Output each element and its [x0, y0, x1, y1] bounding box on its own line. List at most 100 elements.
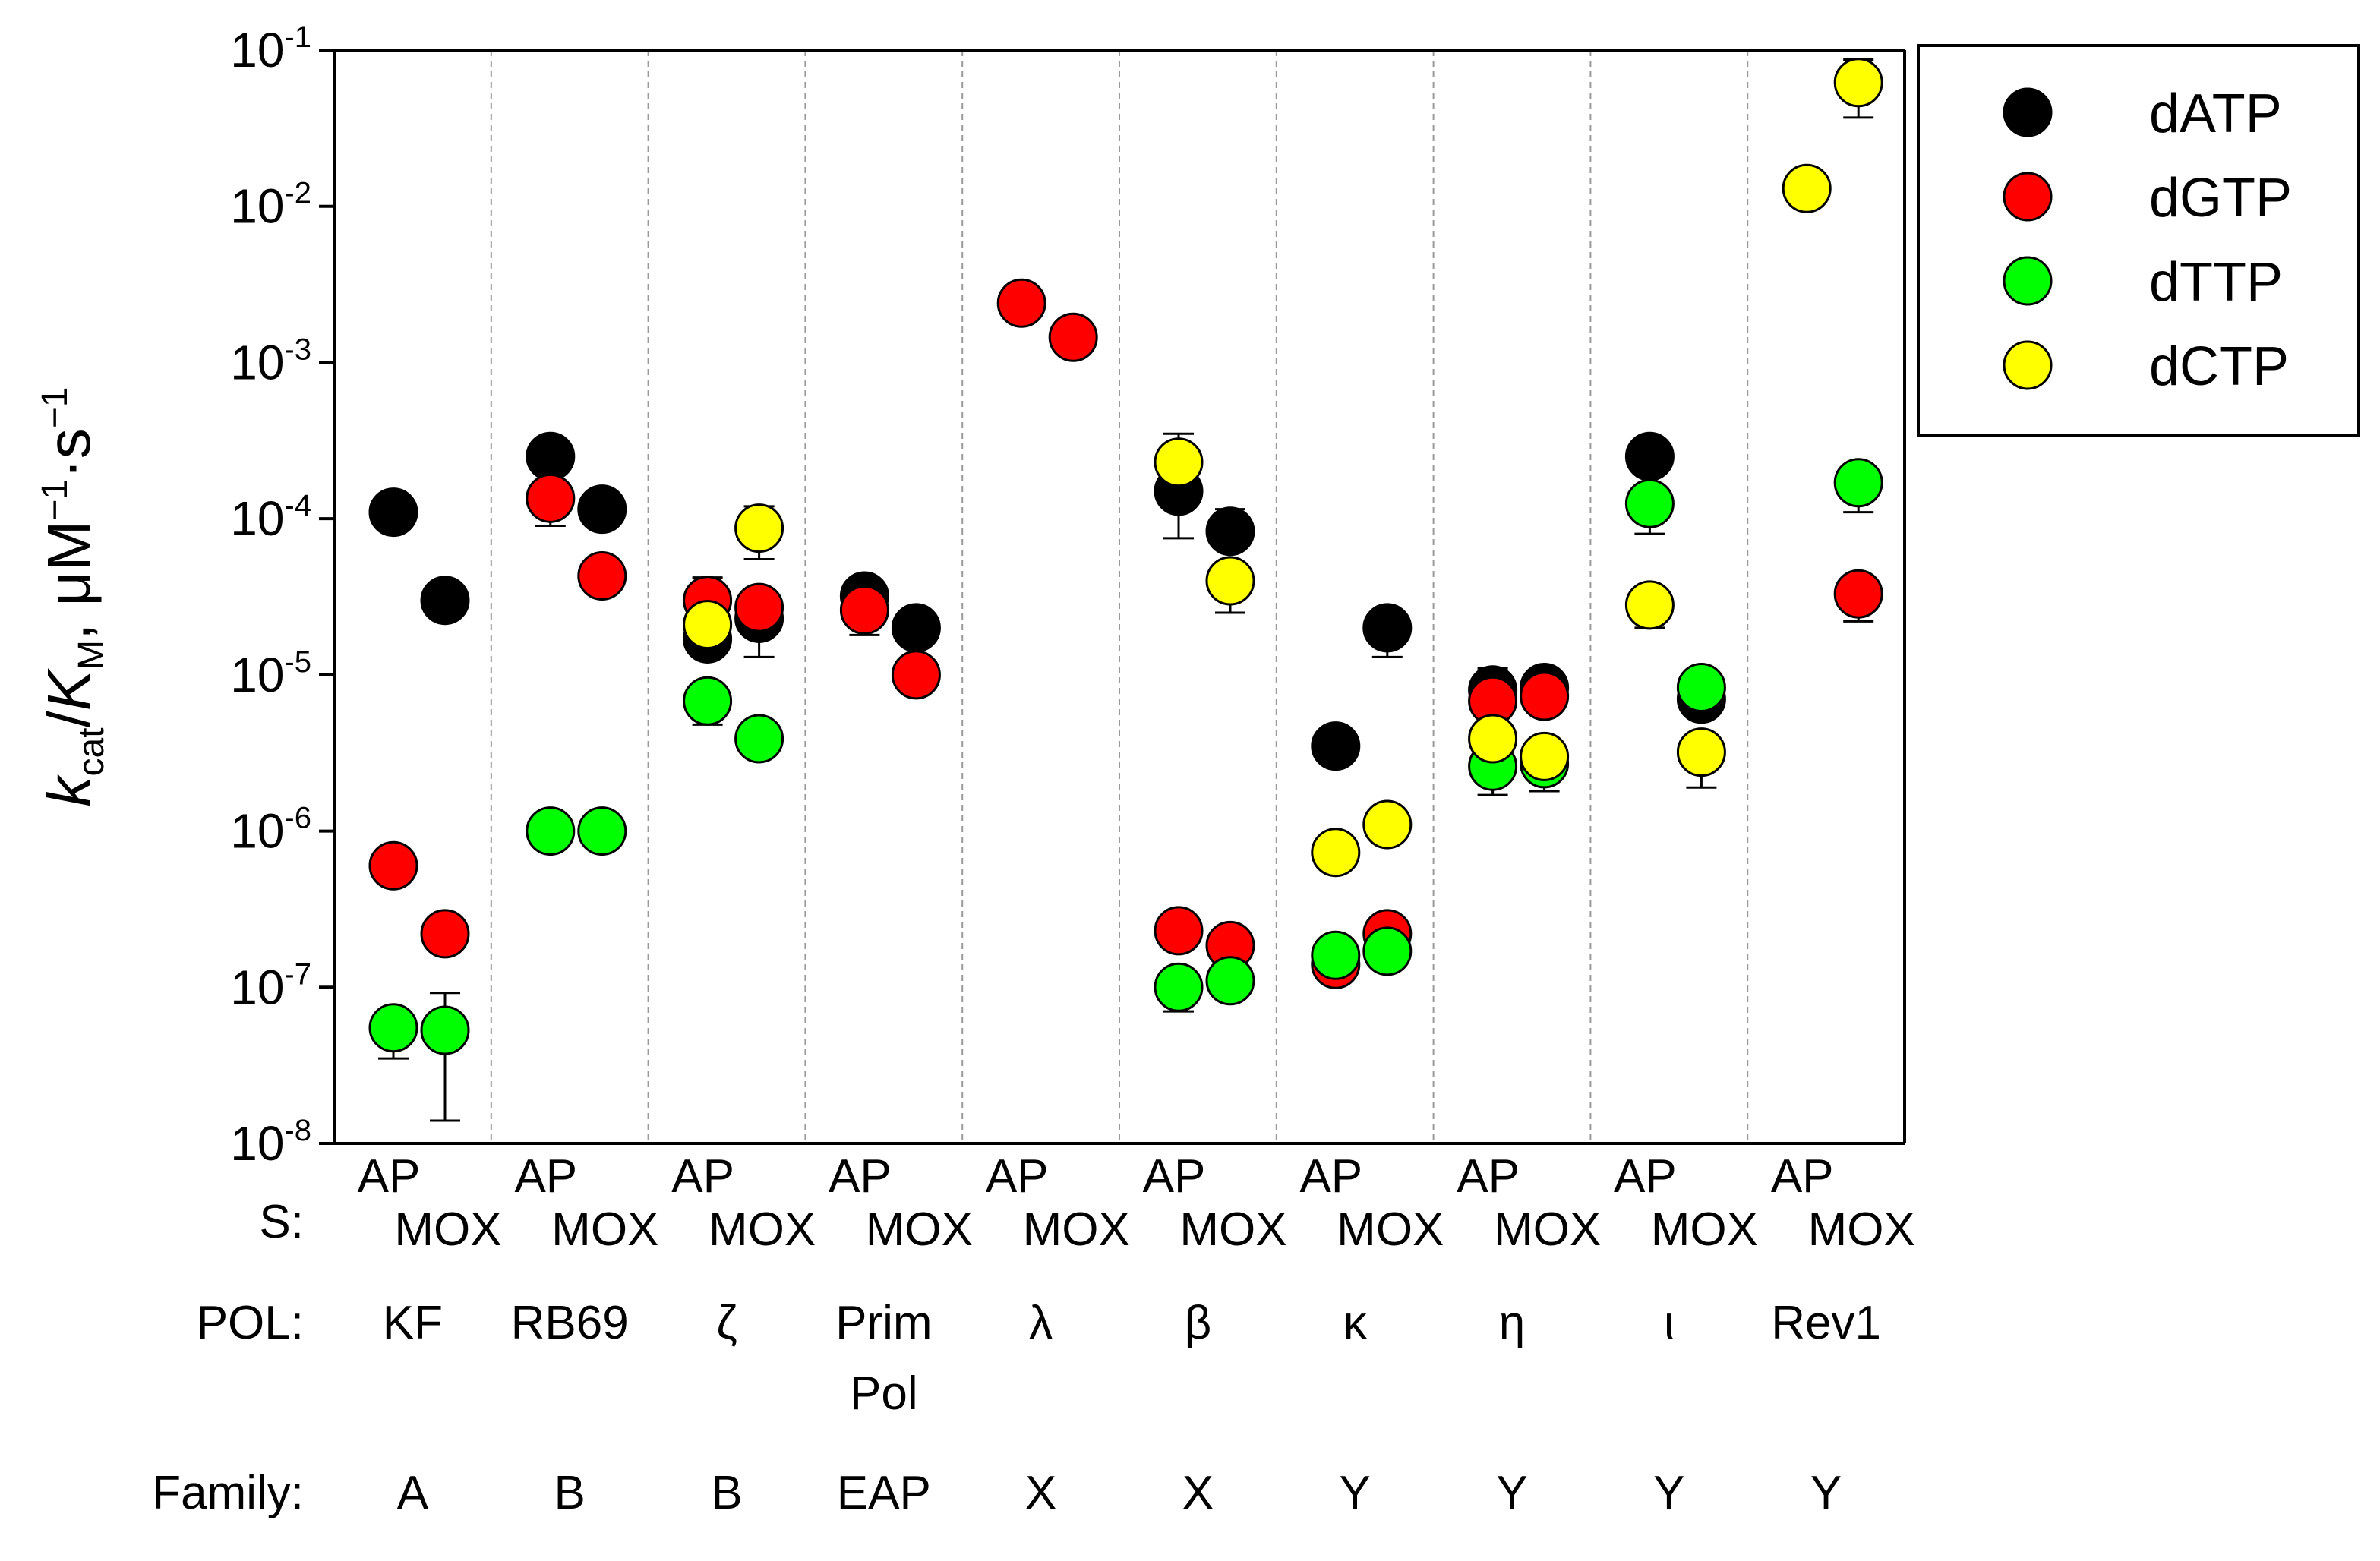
data-point-dGTP-η-MOX [1520, 671, 1570, 721]
row-label-family: Family: [152, 1467, 304, 1519]
legend-label-dTTP: dTTP [2149, 252, 2283, 313]
family-5: X [1182, 1467, 1214, 1519]
data-point-dTTP-KF-AP [368, 1003, 418, 1053]
data-point-dTTP-ι-AP [1624, 478, 1675, 528]
y-tick-exponent: -6 [284, 802, 311, 835]
data-point-dCTP-ι-AP [1624, 580, 1675, 630]
y-tick-base: 10 [230, 23, 284, 77]
y-axis-label: kcat/KM, μM−1·s−1 [35, 387, 112, 807]
y-tick-base: 10 [230, 179, 284, 234]
substrate-ap-1: AP [514, 1150, 577, 1203]
y-tick-base: 10 [230, 648, 284, 702]
y-axis-label-part-7: ·s [35, 428, 103, 479]
y-tick-exponent: -1 [284, 20, 311, 54]
y-tick-label-1: 10-2 [230, 177, 311, 234]
data-point-dGTP-β-AP [1154, 906, 1204, 956]
pol-name-3: Prim [835, 1297, 932, 1349]
y-tick-label-7: 10-8 [230, 1114, 311, 1171]
family-7: Y [1496, 1467, 1527, 1519]
data-point-dCTP-β-MOX [1205, 556, 1255, 606]
y-axis-label-part-4: M [71, 640, 112, 670]
family-0: A [397, 1467, 429, 1519]
data-point-dTTP-β-MOX [1205, 956, 1255, 1006]
y-tick-label-6: 10-7 [230, 957, 311, 1014]
y-axis-label-part-3: K [35, 667, 103, 711]
y-tick-exponent: -2 [284, 177, 311, 210]
data-point-dATP-RB69-AP [526, 431, 576, 481]
y-tick-exponent: -8 [284, 1114, 311, 1147]
family-3: EAP [837, 1467, 931, 1519]
data-point-dATP-Prim-MOX [891, 603, 941, 653]
data-point-dGTP-KF-MOX [420, 909, 470, 959]
pol-name-2: ζ [716, 1297, 737, 1349]
y-axis-label-part-8: −1 [35, 387, 75, 429]
data-point-dTTP-ζ-AP [683, 676, 733, 726]
data-point-dCTP-Rev1-MOX [1833, 58, 1883, 108]
family-9: Y [1810, 1467, 1842, 1519]
row-label-s: S: [259, 1196, 304, 1248]
substrate-ap-2: AP [671, 1150, 734, 1203]
substrate-ap-0: AP [358, 1150, 421, 1203]
substrate-mox-3: MOX [866, 1203, 973, 1256]
legend-marker-dGTP [2003, 172, 2053, 222]
y-axis-label-part-1: cat [71, 727, 112, 776]
y-tick-label-3: 10-4 [230, 489, 311, 546]
y-tick-base: 10 [230, 491, 284, 546]
data-point-dTTP-κ-AP [1311, 930, 1361, 980]
substrate-mox-9: MOX [1808, 1203, 1915, 1256]
y-tick-base: 10 [230, 335, 284, 389]
data-point-dGTP-Prim-AP [839, 585, 889, 635]
data-point-dTTP-RB69-AP [526, 806, 576, 856]
pol-name-7: η [1499, 1297, 1525, 1349]
substrate-ap-4: AP [986, 1150, 1049, 1203]
substrate-ap-7: AP [1457, 1150, 1520, 1203]
data-point-dATP-KF-AP [368, 487, 418, 538]
y-tick-label-5: 10-6 [230, 802, 311, 859]
legend-label-dGTP: dGTP [2149, 168, 2292, 229]
data-point-dTTP-ι-MOX [1676, 663, 1726, 713]
data-point-dCTP-β-AP [1154, 437, 1204, 487]
pol-name-line2-3: Pol [850, 1367, 918, 1420]
family-8: Y [1653, 1467, 1684, 1519]
y-axis-label-part-2: / [35, 710, 103, 727]
data-point-dATP-κ-MOX [1362, 603, 1413, 653]
data-point-dATP-KF-MOX [420, 576, 470, 626]
y-tick-label-0: 10-1 [230, 20, 311, 77]
data-point-dCTP-ι-MOX [1676, 727, 1726, 777]
substrate-ap-6: AP [1299, 1150, 1362, 1203]
substrate-mox-4: MOX [1023, 1203, 1130, 1256]
data-point-dGTP-RB69-MOX [577, 551, 627, 601]
data-point-dGTP-ζ-MOX [734, 582, 784, 632]
data-point-dATP-RB69-MOX [577, 484, 627, 535]
legend-marker-dATP [2003, 87, 2053, 137]
substrate-mox-1: MOX [551, 1203, 658, 1256]
data-point-dGTP-λ-MOX [1048, 312, 1098, 362]
pol-name-1: RB69 [511, 1297, 629, 1349]
family-4: X [1025, 1467, 1056, 1519]
data-point-dTTP-ζ-MOX [734, 714, 784, 764]
y-tick-base: 10 [230, 960, 284, 1014]
y-tick-label-2: 10-3 [230, 333, 311, 389]
data-point-dATP-ι-AP [1624, 431, 1675, 481]
y-tick-exponent: -3 [284, 333, 311, 366]
legend-marker-dCTP [2003, 340, 2053, 390]
y-axis-label-part-6: −1 [35, 479, 75, 521]
pol-name-0: KF [383, 1297, 443, 1349]
pol-name-8: ι [1664, 1297, 1675, 1349]
data-point-dTTP-RB69-MOX [577, 806, 627, 856]
legend-label-dATP: dATP [2149, 84, 2282, 144]
substrate-mox-8: MOX [1651, 1203, 1758, 1256]
substrate-ap-3: AP [829, 1150, 892, 1203]
data-point-dCTP-η-MOX [1520, 731, 1570, 781]
data-point-dTTP-β-AP [1154, 962, 1204, 1012]
y-tick-exponent: -7 [284, 957, 311, 991]
legend-label-dCTP: dCTP [2149, 336, 2289, 397]
y-tick-base: 10 [230, 804, 284, 859]
y-axis-label-part-0: k [35, 773, 103, 806]
substrate-mox-0: MOX [394, 1203, 501, 1256]
data-point-dGTP-RB69-AP [526, 473, 576, 523]
pol-name-4: λ [1029, 1297, 1053, 1349]
family-6: Y [1340, 1467, 1371, 1519]
substrate-mox-6: MOX [1337, 1203, 1444, 1256]
